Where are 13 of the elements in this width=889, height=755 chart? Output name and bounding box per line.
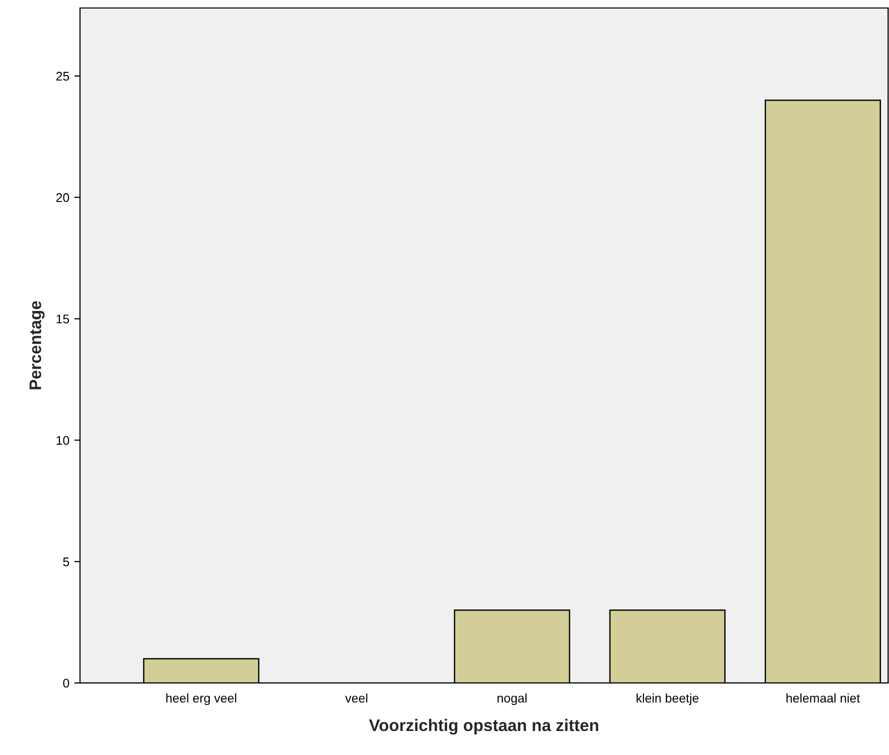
x-axis-title: Voorzichtig opstaan na zitten [369, 718, 598, 735]
x-tick-label: heel erg veel [166, 693, 236, 706]
x-tick-label: klein beetje [636, 693, 699, 706]
y-tick-label: 5 [63, 558, 70, 566]
y-axis-title: Percentage [30, 301, 45, 390]
y-tick-label: 20 [56, 193, 70, 202]
y-tick-label: 15 [56, 314, 70, 324]
y-tick-label: 10 [56, 436, 70, 445]
y-tick-label: 25 [56, 72, 70, 81]
x-tick-label: nogal [498, 693, 526, 706]
y-tick-label: 0 [63, 678, 70, 688]
x-tick-label: helemaal niet [786, 693, 860, 703]
x-tick-label: veel [345, 693, 368, 703]
